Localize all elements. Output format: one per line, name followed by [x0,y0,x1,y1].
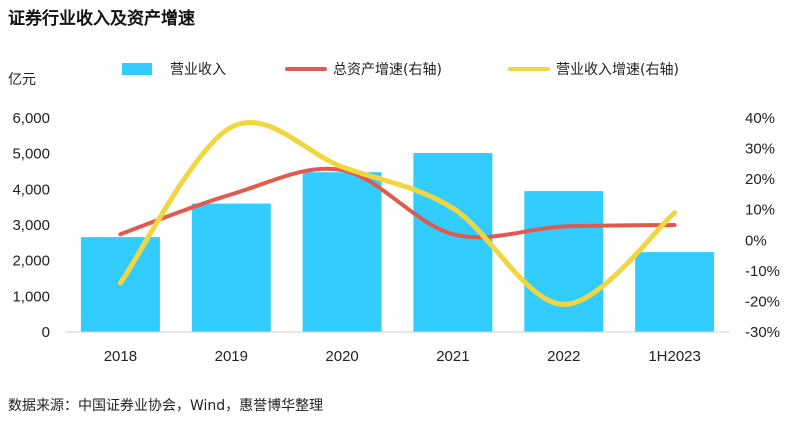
lines-layer [117,119,678,308]
right-tick-label: 10% [745,202,775,219]
bar-1H2023 [635,252,715,332]
right-tick-label: 0% [745,232,767,249]
right-tick-label: 20% [745,171,775,188]
right-tick-label: 40% [745,110,775,127]
x-tick-label: 2018 [104,348,137,365]
left-tick-label: 5,000 [12,146,50,163]
chart-title: 证券行业收入及资产增速 [8,9,195,29]
left-tick-label: 2,000 [12,253,50,270]
x-tick-label: 2022 [547,348,580,365]
legend-swatch-revenue [122,63,152,75]
bars-layer [80,153,715,332]
left-tick-label: 3,000 [12,217,50,234]
right-tick-label: -20% [745,293,780,310]
chart-source-note: 数据来源：中国证券业协会，Wind，惠誉博华整理 [8,398,324,414]
legend-label-revenue-growth: 营业收入增速(右轴) [556,62,679,78]
x-axis: 2018 2019 2020 2021 2022 1H2023 [104,348,701,365]
left-tick-label: 0 [42,324,50,341]
legend: 营业收入 总资产增速(右轴) 营业收入增速(右轴) [122,62,679,78]
left-tick-label: 6,000 [12,110,50,127]
x-tick-label: 2020 [325,348,358,365]
left-tick-label: 4,000 [12,181,50,198]
left-axis-unit: 亿元 [8,72,36,88]
x-tick-label: 1H2023 [648,348,701,365]
right-tick-label: -30% [745,324,780,341]
left-axis: 6,000 5,000 4,000 3,000 2,000 1,000 0 [12,110,50,341]
right-tick-label: 30% [745,141,775,158]
bar-2021 [413,153,493,332]
line-series-revenue-growth [117,119,678,308]
right-axis: 40% 30% 20% 10% 0% -10% -20% -30% [745,110,780,341]
bar-2020 [302,172,382,332]
legend-label-revenue: 营业收入 [170,62,226,78]
line-series-total-assets-growth [118,166,677,240]
x-tick-label: 2021 [436,348,469,365]
x-tick-label: 2019 [215,348,248,365]
bar-2022 [524,191,604,332]
legend-label-total-assets-growth: 总资产增速(右轴) [333,62,442,78]
bar-2019 [191,203,271,332]
right-tick-label: -10% [745,263,780,280]
left-tick-label: 1,000 [12,288,50,305]
